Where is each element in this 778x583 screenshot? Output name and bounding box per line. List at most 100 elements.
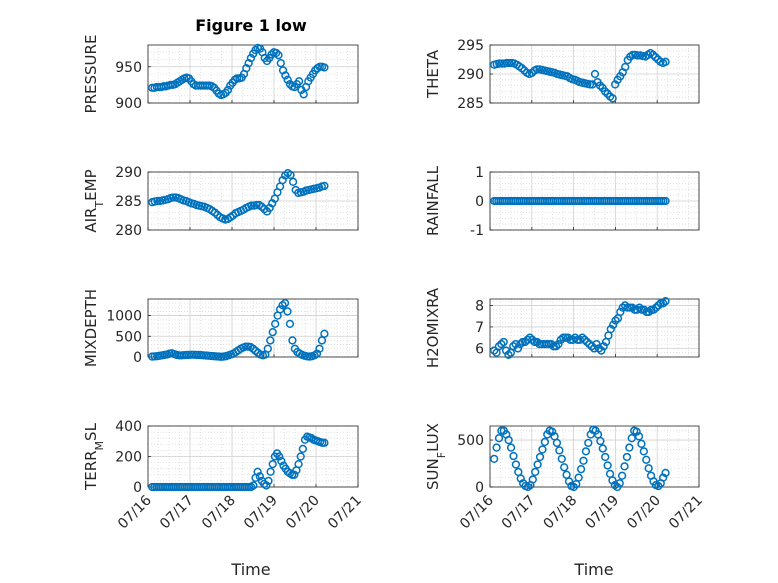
data-point bbox=[562, 470, 571, 479]
y-tick-label: 950 bbox=[115, 60, 142, 76]
data-point bbox=[557, 454, 566, 463]
data-point bbox=[608, 476, 617, 485]
x-tick-label: 07/18 bbox=[199, 493, 239, 533]
data-point bbox=[587, 342, 596, 351]
data-point bbox=[506, 443, 516, 452]
data-point bbox=[253, 467, 262, 476]
data-point bbox=[576, 465, 586, 474]
data-point bbox=[168, 193, 178, 202]
data-point bbox=[290, 470, 299, 479]
data-point bbox=[294, 459, 303, 469]
data-point bbox=[654, 301, 663, 310]
data-point bbox=[582, 337, 592, 347]
x-tick-label: 07/16 bbox=[457, 492, 497, 532]
y-tick-label: -1 bbox=[470, 223, 484, 239]
data-point bbox=[320, 181, 329, 191]
data-point bbox=[277, 456, 286, 466]
data-point bbox=[525, 333, 535, 342]
data-point bbox=[532, 65, 542, 74]
y-tick-label: 6 bbox=[475, 341, 484, 357]
data-point bbox=[580, 335, 589, 344]
data-point bbox=[255, 472, 264, 481]
data-point bbox=[542, 339, 551, 349]
data-point bbox=[497, 59, 506, 68]
data-point bbox=[561, 333, 570, 342]
x-tick-label: 07/18 bbox=[541, 493, 581, 533]
data-point bbox=[549, 342, 558, 351]
data-point bbox=[579, 456, 588, 465]
y-tick-label: 280 bbox=[115, 223, 142, 239]
y-tick-label: 0 bbox=[133, 350, 142, 366]
data-point bbox=[634, 432, 644, 441]
data-point bbox=[644, 307, 654, 317]
data-point bbox=[533, 460, 542, 469]
y-tick-label: 1 bbox=[475, 165, 484, 181]
x-tick-label: 07/20 bbox=[624, 493, 664, 533]
data-point bbox=[609, 320, 618, 329]
data-point bbox=[531, 467, 540, 477]
data-point bbox=[513, 344, 523, 353]
data-point bbox=[639, 447, 648, 456]
data-point bbox=[509, 342, 518, 351]
data-point bbox=[554, 339, 563, 349]
data-point bbox=[632, 427, 641, 436]
data-point bbox=[494, 434, 504, 443]
data-point bbox=[559, 333, 568, 342]
data-point bbox=[249, 481, 258, 490]
y-tick-label: 0 bbox=[475, 194, 484, 210]
y-axis-label: SUNFLUX bbox=[424, 423, 448, 490]
data-point bbox=[223, 85, 233, 95]
y-tick-label: 295 bbox=[457, 38, 484, 54]
data-point bbox=[574, 473, 583, 482]
data-point bbox=[538, 445, 547, 454]
data-point bbox=[271, 319, 280, 329]
data-point bbox=[511, 460, 521, 469]
data-point bbox=[504, 435, 513, 445]
data-point bbox=[597, 346, 606, 355]
y-tick-label: 285 bbox=[457, 96, 484, 112]
data-point bbox=[601, 452, 610, 462]
data-point bbox=[490, 346, 499, 355]
data-point bbox=[551, 342, 561, 351]
data-point bbox=[281, 71, 290, 80]
data-point bbox=[288, 336, 297, 345]
x-axis-label-right: Time bbox=[573, 560, 613, 579]
y-axis-label: AIRTEMP bbox=[82, 169, 106, 232]
y-axis-label: PRESSURE bbox=[82, 35, 100, 114]
data-point bbox=[605, 469, 615, 479]
data-point bbox=[495, 59, 504, 68]
data-point bbox=[637, 305, 646, 314]
x-tick-label: 07/16 bbox=[115, 492, 155, 532]
data-point bbox=[246, 53, 256, 63]
data-point bbox=[509, 451, 518, 461]
y-tick-label: 8 bbox=[475, 298, 484, 314]
data-point bbox=[661, 196, 670, 206]
data-point bbox=[296, 452, 305, 461]
data-point bbox=[661, 468, 670, 478]
data-point bbox=[661, 57, 670, 66]
data-point bbox=[514, 467, 523, 477]
x-tick-label: 07/21 bbox=[666, 493, 706, 533]
data-point bbox=[560, 463, 569, 472]
data-point bbox=[599, 342, 608, 351]
data-point bbox=[651, 303, 661, 312]
data-point bbox=[286, 170, 295, 180]
data-point bbox=[501, 346, 511, 355]
data-point bbox=[621, 62, 630, 72]
data-point bbox=[320, 438, 329, 447]
data-point bbox=[633, 51, 642, 60]
data-point bbox=[616, 72, 625, 81]
data-point bbox=[298, 444, 308, 454]
data-point bbox=[153, 196, 162, 206]
data-point bbox=[642, 455, 651, 464]
y-tick-label: 500 bbox=[115, 329, 142, 345]
data-point bbox=[275, 305, 285, 314]
y-tick-label: 1000 bbox=[106, 309, 142, 325]
data-point bbox=[528, 475, 537, 484]
data-point bbox=[547, 427, 557, 436]
data-point bbox=[623, 303, 632, 312]
x-tick-label: 07/17 bbox=[499, 493, 539, 533]
data-point bbox=[518, 337, 527, 347]
data-point bbox=[241, 342, 250, 351]
data-point bbox=[320, 329, 329, 338]
